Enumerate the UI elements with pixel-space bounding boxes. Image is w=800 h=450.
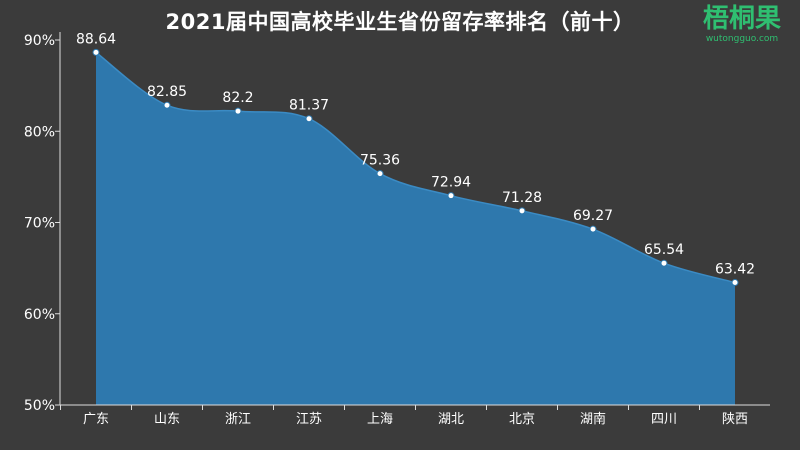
data-label: 72.94 xyxy=(431,175,471,191)
x-tick-label: 北京 xyxy=(509,412,535,427)
x-tick-label: 湖南 xyxy=(580,411,606,427)
data-label: 82.85 xyxy=(147,84,187,100)
y-tick-label: 70% xyxy=(24,216,55,232)
data-label: 88.64 xyxy=(76,31,116,47)
y-tick-label: 80% xyxy=(24,124,55,140)
x-tick-label: 浙江 xyxy=(225,412,251,427)
logo-text: 梧桐果 xyxy=(702,4,781,34)
data-label: 75.36 xyxy=(360,153,400,169)
data-point xyxy=(163,101,171,109)
brand-logo: 梧桐果 wutongguo.com xyxy=(692,4,792,44)
data-label: 82.2 xyxy=(222,90,253,106)
series-line xyxy=(95,51,736,284)
x-tick-label: 湖北 xyxy=(438,412,464,427)
y-tick-label: 60% xyxy=(24,307,55,323)
data-point xyxy=(731,279,739,287)
data-point xyxy=(589,225,597,233)
data-label: 71.28 xyxy=(502,190,542,206)
data-point xyxy=(234,107,242,115)
area-fill xyxy=(96,52,735,405)
data-point xyxy=(447,192,455,200)
x-tick-label: 四川 xyxy=(651,412,677,427)
data-label: 69.27 xyxy=(573,208,613,224)
y-tick-label: 90% xyxy=(24,33,55,49)
x-tick-label: 陕西 xyxy=(722,412,748,427)
x-tick-label: 江苏 xyxy=(296,411,322,427)
data-point xyxy=(376,170,384,178)
data-label: 65.54 xyxy=(644,242,684,258)
x-tick-label: 上海 xyxy=(367,412,393,427)
data-point xyxy=(305,115,313,123)
data-label: 81.37 xyxy=(289,98,329,114)
x-tick-label: 山东 xyxy=(154,412,180,427)
data-point xyxy=(92,48,100,56)
chart-title: 2021届中国高校毕业生省份留存率排名（前十） xyxy=(165,10,635,34)
y-tick-label: 50% xyxy=(24,398,55,414)
data-label: 63.42 xyxy=(715,262,755,278)
x-tick-label: 广东 xyxy=(83,412,109,427)
data-point xyxy=(518,207,526,215)
data-point xyxy=(660,259,668,267)
logo-url: wutongguo.com xyxy=(705,34,779,44)
